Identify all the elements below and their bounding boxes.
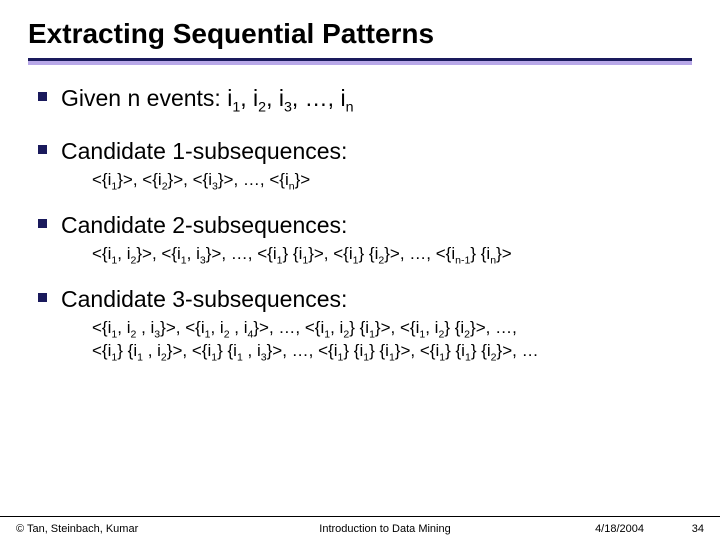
bullet-4: Candidate 3-subsequences: (38, 284, 692, 315)
tf: }> (496, 244, 512, 263)
tf: } {i (117, 341, 137, 360)
bullet-4-text: Candidate 3-subsequences: (61, 284, 347, 315)
sub-1: <{i1}>, <{i2}>, <{i3}>, …, <{in}> (38, 169, 692, 192)
tf: }>, <{i (136, 244, 180, 263)
bullet-1: Given n events: i1, i2, i3, …, in (38, 83, 692, 114)
tf: }> (295, 170, 311, 189)
tf: , i (330, 318, 343, 337)
bullet-2: Candidate 1-subsequences: (38, 136, 692, 167)
tf: }>, …, <{i (384, 244, 455, 263)
tf: , i (117, 244, 130, 263)
tf: }>, …, <{i (253, 318, 324, 337)
sub-3: <{i1, i2 , i3}>, <{i1, i2 , i4}>, …, <{i… (38, 317, 692, 363)
bullet-1-text: Given n events: i1, i2, i3, …, in (61, 83, 354, 114)
footer-copyright: © Tan, Steinbach, Kumar (16, 523, 216, 535)
title-rule-light (28, 61, 692, 65)
tf: , i (210, 318, 223, 337)
tf: }>, …, (470, 318, 517, 337)
sub-2: <{i1, i2}>, <{i1, i3}>, …, <{i1} {i1}>, … (38, 243, 692, 266)
tf: } {i (470, 244, 490, 263)
footer-page-number: 34 (674, 523, 704, 535)
slide: Extracting Sequential Patterns Given n e… (0, 0, 720, 540)
bullet-2-text: Candidate 1-subsequences: (61, 136, 347, 167)
tf: }>, … (497, 341, 539, 360)
tf: <{i (92, 170, 111, 189)
tf: }>, <{i (168, 170, 212, 189)
tf: , i (425, 318, 438, 337)
footer: © Tan, Steinbach, Kumar Introduction to … (0, 516, 720, 540)
bullet-icon (38, 219, 47, 228)
bullet-icon (38, 145, 47, 154)
slide-title: Extracting Sequential Patterns (28, 18, 692, 50)
tf: , i (117, 318, 130, 337)
tf: }>, …, <{i (218, 170, 289, 189)
tf: } {i (282, 244, 302, 263)
content-area: Given n events: i1, i2, i3, …, in Candid… (28, 83, 692, 363)
tf: }>, …, <{i (206, 244, 277, 263)
tf: <{i (92, 244, 111, 263)
tf: } {i (369, 341, 389, 360)
tf: } {i (343, 341, 363, 360)
tf: , i (143, 341, 161, 360)
tf: <{i (92, 341, 111, 360)
tf: }>, <{i (160, 318, 204, 337)
tf: }>, …, <{i (267, 341, 338, 360)
tf: <{i (92, 318, 111, 337)
tf: } {i (217, 341, 237, 360)
tf: } {i (359, 244, 379, 263)
bullet-icon (38, 92, 47, 101)
text-fragment: , …, i (292, 85, 346, 111)
bullet-icon (38, 293, 47, 302)
tf: , i (136, 318, 154, 337)
text-fragment: Given n events: i (61, 85, 232, 111)
bullet-3-text: Candidate 2-subsequences: (61, 210, 347, 241)
tf: } {i (445, 341, 465, 360)
tf: } {i (471, 341, 491, 360)
tf: }>, <{i (167, 341, 211, 360)
tf: , i (230, 318, 248, 337)
tf: }>, <{i (308, 244, 352, 263)
tf: }>, <{i (117, 170, 161, 189)
tf: }>, <{i (395, 341, 439, 360)
footer-title: Introduction to Data Mining (216, 523, 554, 535)
footer-date: 4/18/2004 (554, 523, 674, 535)
tf: } {i (444, 318, 464, 337)
tf: , i (243, 341, 261, 360)
tf: , i (187, 244, 200, 263)
tf: } {i (349, 318, 369, 337)
bullet-3: Candidate 2-subsequences: (38, 210, 692, 241)
tf: }>, <{i (375, 318, 419, 337)
